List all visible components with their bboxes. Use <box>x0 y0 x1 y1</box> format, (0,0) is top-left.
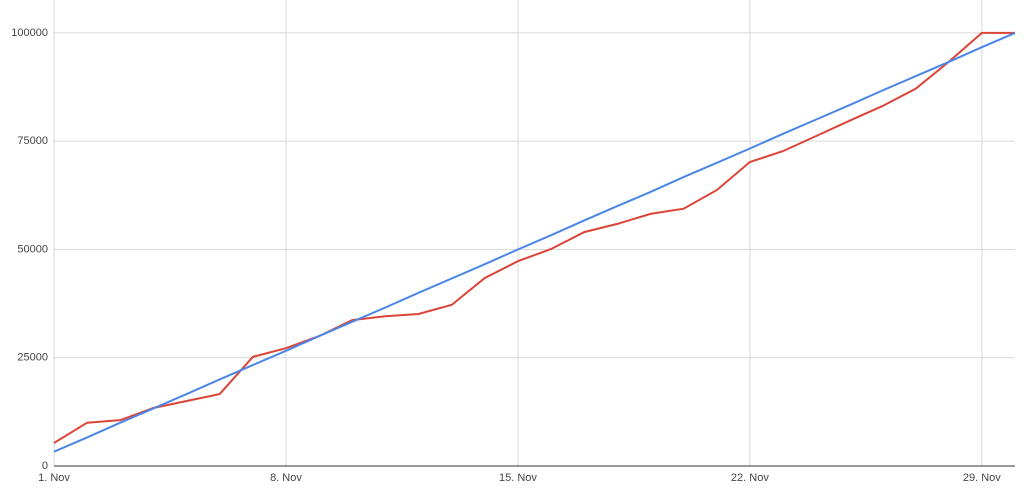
y-tick-label: 75000 <box>17 135 48 147</box>
x-tick-label: 8. Nov <box>270 472 302 484</box>
y-tick-label: 50000 <box>17 243 48 255</box>
y-tick-label: 25000 <box>17 352 48 364</box>
data-line <box>53 31 1015 444</box>
x-tick-label: 29. Nov <box>963 472 1001 484</box>
y-tick-label: 100000 <box>11 27 48 39</box>
data-line <box>53 31 1016 453</box>
x-tick-label: 1. Nov <box>38 472 70 484</box>
y-tick-label: 0 <box>42 460 48 472</box>
x-tick-label: 22. Nov <box>731 472 769 484</box>
x-tick-label: 15. Nov <box>499 472 537 484</box>
